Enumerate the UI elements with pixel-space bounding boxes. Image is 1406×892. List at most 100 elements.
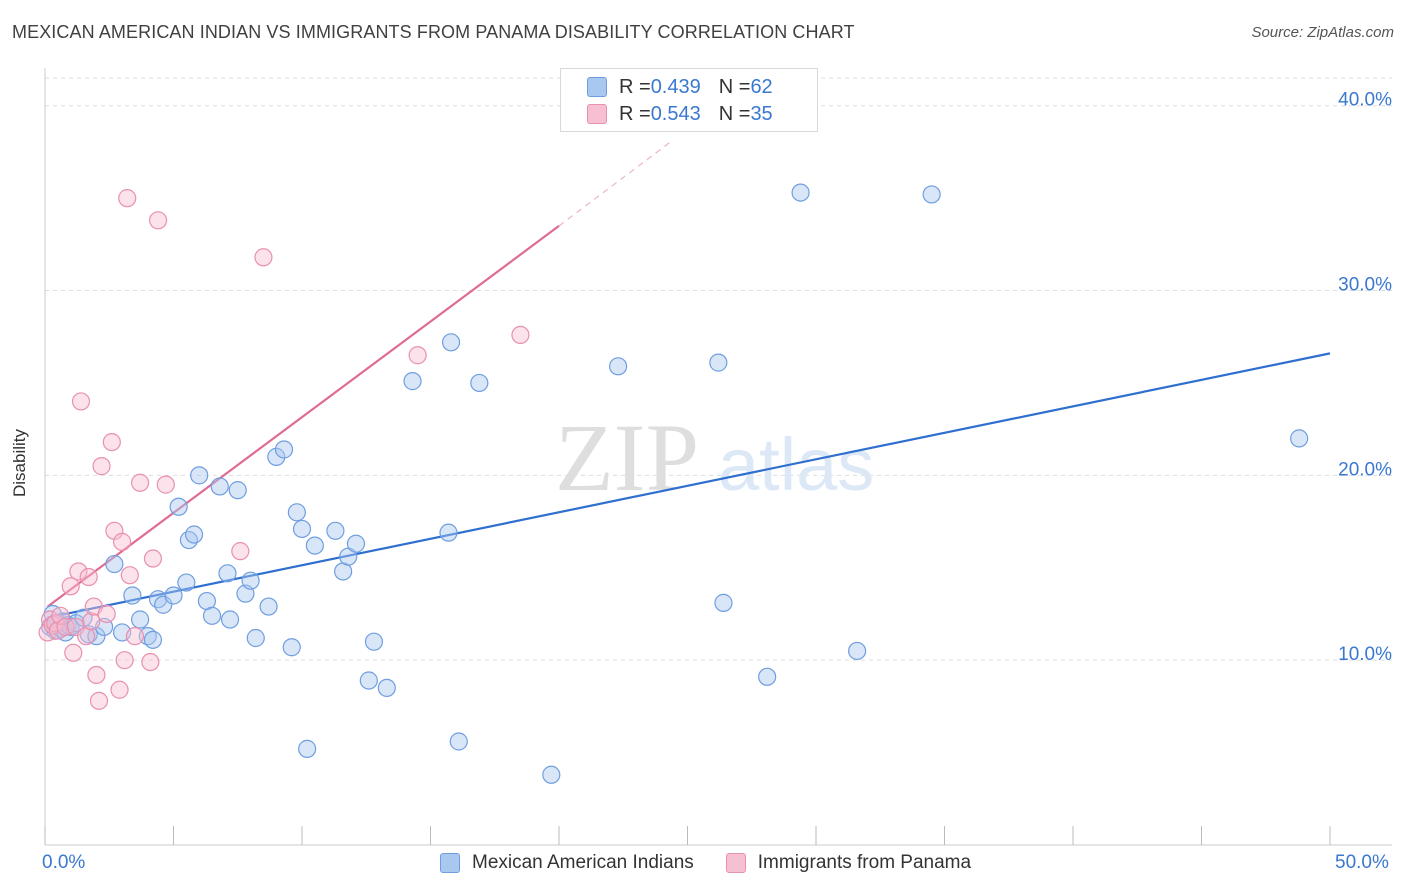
mexican-american-indian-point [346, 534, 366, 553]
x-tick-label-min: 0.0% [42, 852, 86, 873]
x-tick-label-max: 50.0% [1335, 852, 1389, 873]
mexican-american-indian-point [922, 185, 941, 204]
mexican-american-indian-point [449, 732, 468, 751]
panama-immigrant-point [148, 211, 168, 230]
panama-immigrant-point [254, 248, 273, 267]
panama-immigrant-point [143, 549, 163, 568]
stats-row-immigrants-from-panama: R = 0.543 N = 35 [587, 100, 773, 128]
mexican-american-indian-point [210, 477, 229, 496]
panama-immigrant-point [120, 566, 139, 585]
mexican-american-indian-point [220, 610, 240, 629]
mexican-american-indian-point [609, 357, 628, 376]
mexican-american-indian-point [403, 372, 422, 391]
mexican-american-indian-trendline [47, 352, 1331, 619]
mexican-american-indian-point [179, 530, 199, 550]
mexican-american-indian-point [123, 586, 142, 605]
mexican-american-indian-point [714, 593, 733, 612]
panama-immigrant-point [71, 392, 91, 411]
point-layer [38, 183, 1309, 784]
mexican-american-indian-point [326, 521, 345, 540]
mexican-american-indian-point [164, 586, 183, 605]
panama-immigrant-point [130, 473, 150, 492]
y-tick-label: 30.0% [1338, 275, 1392, 296]
mexican-american-indian-point [105, 554, 124, 574]
r-value: 0.543 [650, 102, 701, 125]
legend-item-mexican-american-indians[interactable]: Mexican American Indians [440, 852, 694, 874]
mexican-american-indian-point [228, 481, 247, 500]
mexican-american-indian-point [190, 466, 209, 485]
series-legend: Mexican American Indians Immigrants from… [440, 852, 1003, 874]
mexican-american-indian-point [143, 630, 163, 649]
mexican-american-indian-point [305, 536, 324, 555]
mexican-american-indian-point [241, 571, 260, 590]
panama-immigrant-point [51, 606, 70, 625]
mexican-american-indian-point [202, 606, 222, 625]
r-label: R = [619, 75, 651, 98]
mexican-american-indian-point [359, 671, 378, 690]
mexican-american-indian-point [441, 333, 461, 352]
panama-immigrant-point [102, 432, 121, 452]
legend-swatch-pink [725, 853, 746, 873]
source-credit: Source: ZipAtlas.com [1251, 24, 1394, 41]
mexican-american-indian-point [130, 610, 150, 629]
panama-immigrant-point [56, 617, 75, 637]
panama-immigrant-point [69, 562, 88, 581]
panama-immigrant-point [82, 612, 101, 631]
panama-immigrant-point [115, 651, 134, 670]
panama-immigrant-point [125, 627, 145, 646]
mexican-american-indian-point [470, 373, 489, 393]
mexican-american-indian-point [169, 497, 188, 516]
panama-immigrant-point [112, 532, 132, 551]
mexican-american-indian-point [848, 641, 867, 661]
panama-immigrant-point [231, 542, 250, 561]
legend-swatch-pink [587, 104, 607, 124]
mexican-american-indian-point [154, 595, 173, 614]
r-label: R = [619, 102, 651, 125]
y-tick-label: 10.0% [1338, 644, 1392, 665]
r-value: 0.439 [650, 75, 701, 98]
n-value: 35 [750, 102, 773, 125]
n-label: N = [718, 102, 751, 125]
panama-immigrant-point [118, 189, 137, 208]
mexican-american-indian-point [259, 597, 278, 616]
mexican-american-indian-point [1290, 429, 1309, 448]
mexican-american-indian-point [218, 564, 237, 583]
stats-legend: R = 0.439 N = 62 R = 0.543 N = 35 [560, 68, 818, 132]
mexican-american-indian-point [791, 183, 810, 202]
y-tick-labels: 10.0% 20.0% 30.0% 40.0% [1338, 90, 1392, 665]
mexican-american-indian-point [287, 503, 306, 522]
mexican-american-indian-point [282, 638, 301, 657]
n-value: 62 [750, 75, 773, 98]
panama-immigrant-point [92, 457, 111, 476]
mexican-american-indian-point [177, 573, 196, 592]
legend-item-immigrants-from-panama[interactable]: Immigrants from Panama [725, 852, 971, 874]
mexican-american-indian-point [298, 739, 317, 758]
panama-immigrant-point [97, 604, 116, 624]
mexican-american-indian-point [246, 628, 265, 648]
legend-swatch-blue [440, 853, 460, 873]
panama-immigrant-point [110, 680, 129, 699]
mexican-american-indian-point [377, 678, 396, 698]
mexican-american-indian-point [148, 590, 168, 609]
mexican-american-indian-point [292, 519, 312, 539]
mexican-american-indian-point [758, 667, 777, 686]
watermark-zip: ZIP [555, 404, 699, 511]
mexican-american-indian-point [439, 523, 458, 542]
legend-swatch-blue [587, 77, 607, 97]
mexican-american-indian-point [274, 440, 294, 459]
panama-immigrant-trendline [46, 224, 560, 608]
y-axis-label: Disability [10, 428, 29, 497]
panama-immigrant-point [89, 691, 109, 710]
y-tick-label: 20.0% [1338, 459, 1392, 480]
mexican-american-indian-point [184, 525, 204, 544]
y-tick-label: 40.0% [1338, 90, 1392, 111]
panama-immigrant-point [79, 567, 98, 587]
mexican-american-indian-point [542, 765, 561, 784]
panama-immigrant-point [511, 325, 530, 344]
panama-immigrant-point [87, 665, 106, 685]
mexican-american-indian-point [709, 353, 728, 372]
panama-immigrant-point [61, 577, 80, 596]
mexican-american-indian-point [364, 632, 384, 651]
panama-immigrant-point [141, 652, 160, 672]
